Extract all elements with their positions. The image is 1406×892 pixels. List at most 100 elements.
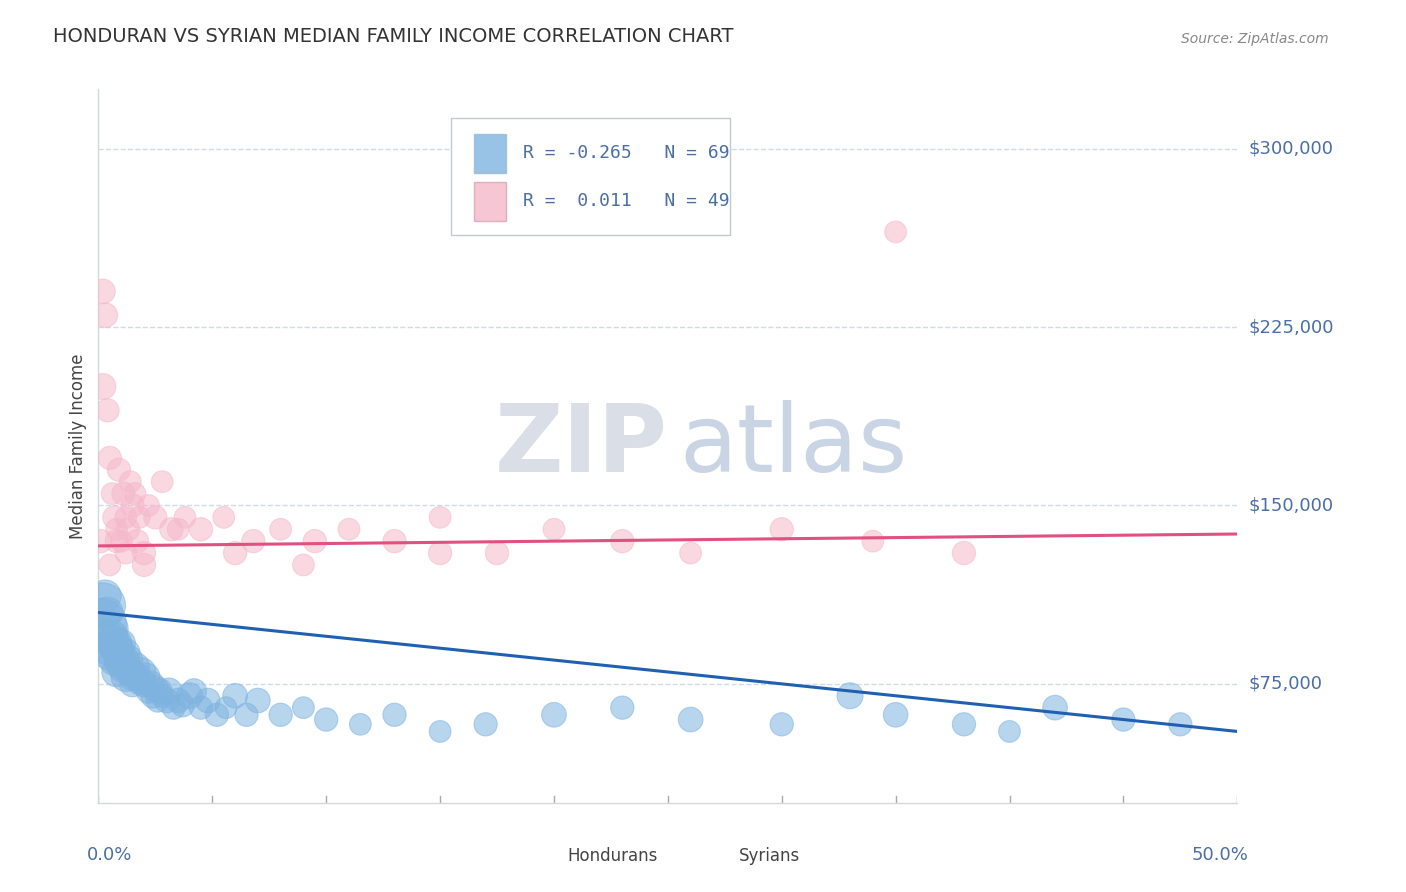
Point bbox=[108, 463, 131, 477]
Point bbox=[127, 670, 149, 684]
Text: Source: ZipAtlas.com: Source: ZipAtlas.com bbox=[1181, 32, 1329, 46]
Point bbox=[105, 534, 128, 549]
Text: R =  0.011   N = 49: R = 0.011 N = 49 bbox=[523, 193, 730, 211]
Point bbox=[770, 522, 793, 536]
Point bbox=[149, 684, 172, 698]
Point bbox=[124, 660, 146, 674]
Point bbox=[679, 713, 702, 727]
Point bbox=[117, 653, 139, 667]
Point bbox=[96, 403, 118, 417]
Text: $150,000: $150,000 bbox=[1249, 497, 1333, 515]
Point bbox=[101, 629, 124, 643]
Point bbox=[91, 285, 114, 299]
Point bbox=[1043, 700, 1066, 714]
Point bbox=[121, 677, 143, 691]
Point bbox=[270, 707, 292, 722]
Point bbox=[132, 558, 155, 572]
Point bbox=[90, 534, 112, 549]
Point bbox=[114, 670, 136, 684]
Point bbox=[112, 660, 135, 674]
Point bbox=[96, 641, 118, 656]
Point bbox=[120, 475, 142, 489]
Point bbox=[270, 522, 292, 536]
Point bbox=[103, 636, 125, 650]
Point bbox=[150, 475, 173, 489]
Point bbox=[157, 684, 180, 698]
Text: R = -0.265   N = 69: R = -0.265 N = 69 bbox=[523, 145, 730, 162]
Point bbox=[349, 717, 371, 731]
FancyBboxPatch shape bbox=[531, 846, 557, 867]
Point bbox=[145, 510, 167, 524]
Point bbox=[197, 693, 219, 707]
Point bbox=[94, 308, 117, 322]
Point bbox=[132, 677, 155, 691]
Point bbox=[612, 534, 634, 549]
Point bbox=[474, 717, 496, 731]
Point bbox=[212, 510, 235, 524]
Point bbox=[179, 689, 201, 703]
Point bbox=[224, 689, 246, 703]
Y-axis label: Median Family Income: Median Family Income bbox=[69, 353, 87, 539]
Point bbox=[114, 510, 136, 524]
Point bbox=[142, 689, 165, 703]
Point bbox=[103, 653, 125, 667]
Point bbox=[190, 700, 212, 714]
Point bbox=[162, 700, 184, 714]
Point bbox=[235, 707, 257, 722]
Point bbox=[183, 684, 205, 698]
Text: Hondurans: Hondurans bbox=[568, 847, 658, 865]
Point bbox=[121, 670, 143, 684]
Point bbox=[429, 724, 451, 739]
Point bbox=[138, 499, 160, 513]
Point bbox=[114, 646, 136, 660]
Point bbox=[146, 693, 169, 707]
Point bbox=[150, 689, 173, 703]
Point bbox=[110, 636, 132, 650]
Point bbox=[101, 486, 124, 500]
Point bbox=[884, 707, 907, 722]
Point bbox=[160, 522, 183, 536]
Point bbox=[167, 693, 190, 707]
Point bbox=[384, 534, 406, 549]
FancyBboxPatch shape bbox=[451, 118, 731, 235]
Point bbox=[242, 534, 264, 549]
Point bbox=[110, 653, 132, 667]
Point bbox=[105, 522, 128, 536]
Point bbox=[103, 510, 125, 524]
Point bbox=[839, 689, 862, 703]
Point bbox=[862, 534, 884, 549]
Point bbox=[91, 599, 114, 613]
Point bbox=[953, 546, 976, 560]
Point bbox=[190, 522, 212, 536]
Point bbox=[98, 622, 121, 636]
Point bbox=[145, 681, 167, 696]
Text: Syrians: Syrians bbox=[738, 847, 800, 865]
Text: 0.0%: 0.0% bbox=[87, 846, 132, 863]
Text: $225,000: $225,000 bbox=[1249, 318, 1334, 336]
Point bbox=[1170, 717, 1192, 731]
Point bbox=[105, 665, 128, 679]
Point bbox=[112, 486, 135, 500]
Text: ZIP: ZIP bbox=[495, 400, 668, 492]
Point bbox=[304, 534, 326, 549]
Point bbox=[172, 698, 194, 713]
Point bbox=[98, 450, 121, 465]
Point bbox=[96, 606, 118, 620]
Point bbox=[292, 700, 315, 714]
Point bbox=[121, 499, 143, 513]
Point bbox=[884, 225, 907, 239]
Point bbox=[679, 546, 702, 560]
Point bbox=[429, 510, 451, 524]
Point bbox=[127, 534, 149, 549]
FancyBboxPatch shape bbox=[702, 846, 727, 867]
Point bbox=[429, 546, 451, 560]
Point bbox=[98, 558, 121, 572]
FancyBboxPatch shape bbox=[474, 182, 506, 221]
Point bbox=[105, 641, 128, 656]
Point bbox=[120, 665, 142, 679]
Point bbox=[215, 700, 238, 714]
Point bbox=[156, 693, 179, 707]
Point bbox=[953, 717, 976, 731]
Text: HONDURAN VS SYRIAN MEDIAN FAMILY INCOME CORRELATION CHART: HONDURAN VS SYRIAN MEDIAN FAMILY INCOME … bbox=[53, 28, 734, 46]
Point bbox=[135, 670, 157, 684]
